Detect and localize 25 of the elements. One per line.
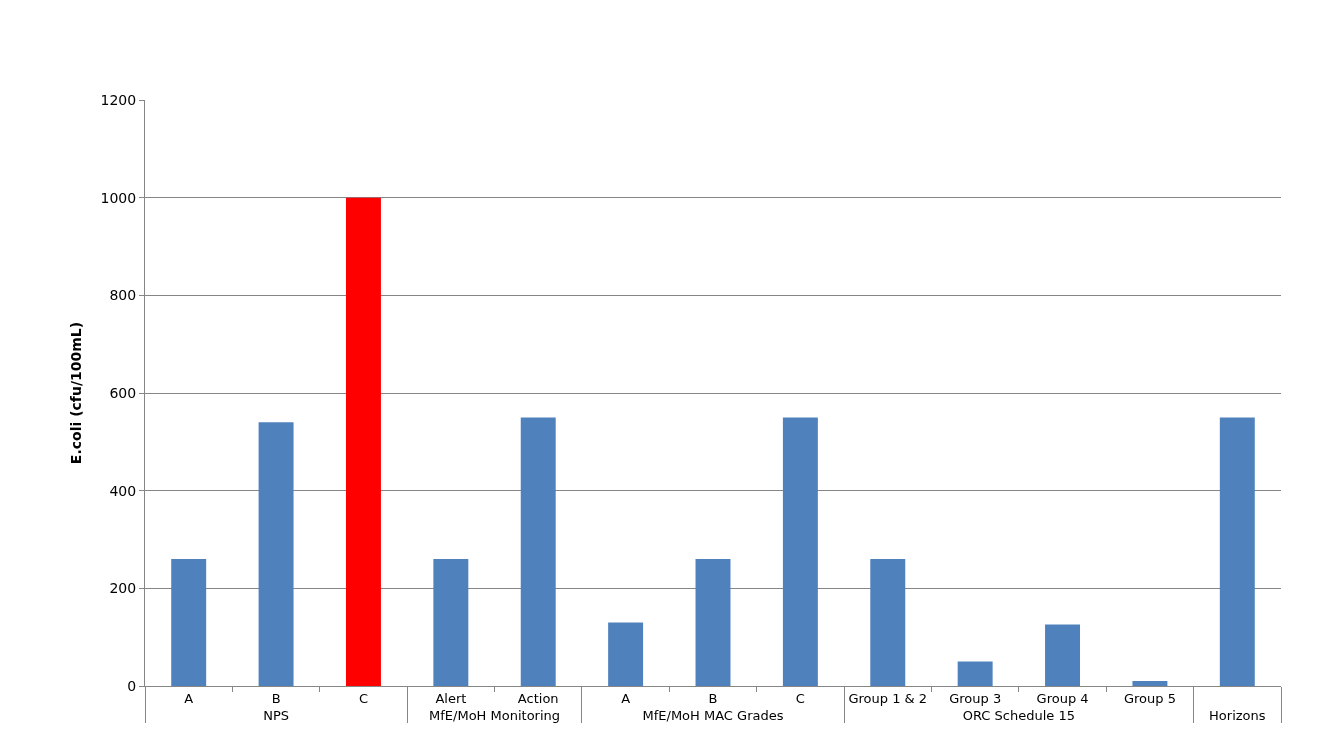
y-tick-label: 1200 xyxy=(100,91,137,108)
y-tick-label: 400 xyxy=(109,482,137,499)
x-tick-label: Group 1 & 2 xyxy=(848,690,928,706)
x-tick-label: A xyxy=(184,690,194,706)
series-label: MfE/MoH Monitoring xyxy=(429,707,561,723)
x-tick-label: Group 4 xyxy=(1036,690,1089,706)
y-tick-label: 800 xyxy=(109,287,137,304)
x-tick-label: Group 3 xyxy=(949,690,1002,706)
x-tick-label: C xyxy=(795,690,805,706)
series-label: ORC Schedule 15 xyxy=(962,707,1075,723)
y-tick-label: 0 xyxy=(127,677,137,694)
series-label: Horizons xyxy=(1209,707,1266,723)
x-tick-label: Group 5 xyxy=(1123,690,1176,706)
x-tick-label: Alert xyxy=(435,690,467,706)
series-label: MfE/MoH MAC Grades xyxy=(642,707,784,723)
y-tick-label: 1000 xyxy=(100,189,137,206)
y-axis-title: E.coli (cfu/100mL) xyxy=(68,321,85,465)
x-tick-label: B xyxy=(708,690,718,706)
y-tick-label: 200 xyxy=(109,580,137,597)
series-label: NPS xyxy=(263,707,289,723)
x-tick-label: Action xyxy=(517,690,559,706)
x-tick-label: C xyxy=(358,690,368,706)
x-tick-label: A xyxy=(621,690,631,706)
y-tick-label: 600 xyxy=(109,384,137,401)
x-tick-label: B xyxy=(271,690,281,706)
